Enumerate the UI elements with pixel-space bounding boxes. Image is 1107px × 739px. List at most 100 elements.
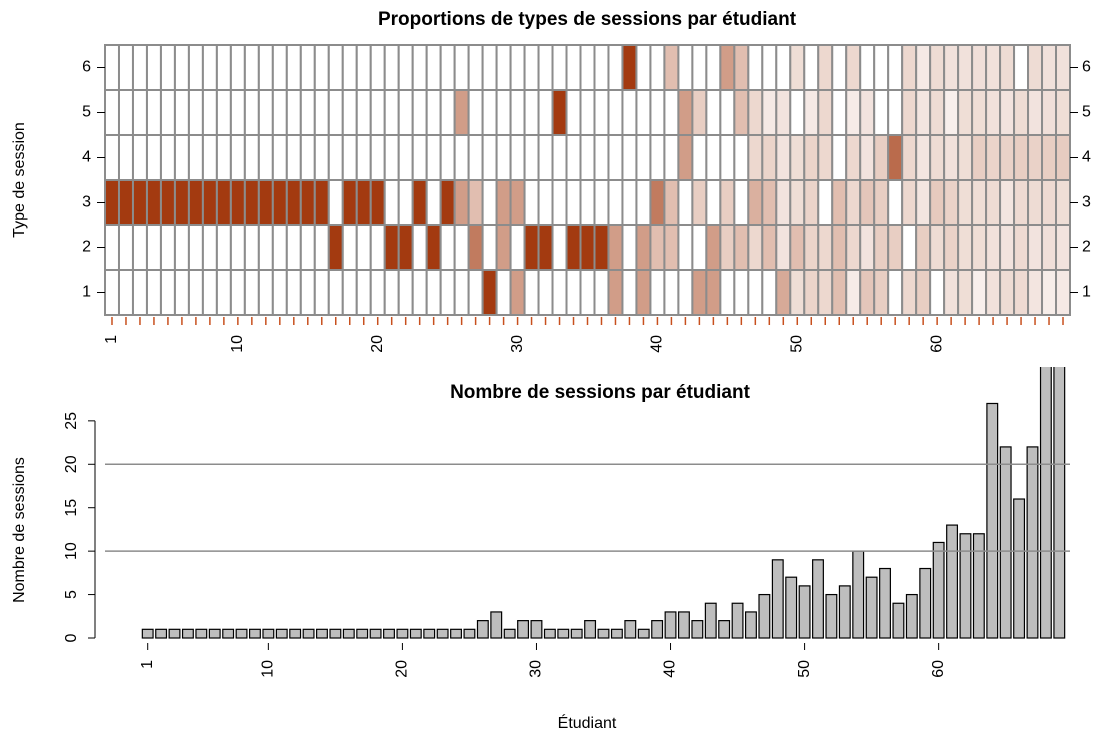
heat-cell <box>104 89 120 136</box>
heat-cell <box>187 269 204 316</box>
heat-cell <box>439 269 456 316</box>
heat-cell <box>369 44 386 91</box>
heat-cell <box>229 89 246 136</box>
heat-cell <box>677 269 694 316</box>
heat-cell <box>593 134 610 181</box>
heat-cell <box>341 89 358 136</box>
heat-cell <box>873 224 890 271</box>
heat-cell <box>747 269 764 316</box>
heat-cell <box>887 179 904 226</box>
heat-cell <box>789 269 806 316</box>
bar <box>838 585 851 639</box>
heat-cell <box>327 89 344 136</box>
heat-cell <box>229 224 246 271</box>
heat-cell <box>187 179 204 226</box>
heat-cell <box>173 44 190 91</box>
heat-cell <box>495 44 512 91</box>
heat-cell <box>411 89 428 136</box>
bar <box>530 620 543 639</box>
heat-cell <box>453 179 470 226</box>
bar <box>262 628 275 639</box>
heat-cell <box>201 179 218 226</box>
heat-cell <box>201 269 218 316</box>
heat-cell <box>579 134 596 181</box>
heat-cell <box>565 269 582 316</box>
heat-cell <box>845 134 862 181</box>
heat-cell <box>831 179 848 226</box>
bar <box>141 628 154 639</box>
heat-cell <box>1013 134 1030 181</box>
heat-cell <box>901 44 918 91</box>
heat-cell <box>411 224 428 271</box>
heat-cell <box>131 89 148 136</box>
heat-cell <box>271 134 288 181</box>
heat-cell <box>719 134 736 181</box>
heat-cell <box>509 224 526 271</box>
heat-cell <box>285 134 302 181</box>
heat-cell <box>803 179 820 226</box>
heat-cell <box>313 89 330 136</box>
heat-cell <box>635 89 652 136</box>
heat-cell <box>887 269 904 316</box>
heat-cell <box>299 224 316 271</box>
heat-cell <box>705 179 722 226</box>
heat-cell <box>117 269 134 316</box>
heat-cell <box>565 44 582 91</box>
heat-cell <box>999 44 1016 91</box>
heat-cell <box>467 134 484 181</box>
bar <box>208 628 221 639</box>
y-axis-label: Nombre de sessions <box>11 457 28 603</box>
bar <box>168 628 181 639</box>
heat-cell <box>929 44 946 91</box>
heat-cell <box>1041 224 1058 271</box>
x-tick-label: 10 <box>260 660 277 678</box>
heat-cell <box>1013 269 1030 316</box>
x-tick-label: 50 <box>789 335 806 353</box>
bar <box>986 402 999 639</box>
heat-cell <box>901 89 918 136</box>
heat-cell <box>957 89 974 136</box>
heat-cell <box>887 44 904 91</box>
heat-cell <box>845 269 862 316</box>
heat-cell <box>691 179 708 226</box>
heat-cell <box>789 89 806 136</box>
heat-cell <box>145 269 162 316</box>
heat-cell <box>495 89 512 136</box>
heat-cell <box>999 134 1016 181</box>
heat-cell <box>271 89 288 136</box>
bar <box>155 628 168 639</box>
bar <box>664 611 677 639</box>
heat-cell <box>411 179 428 226</box>
bar <box>423 628 436 639</box>
heat-cell <box>761 134 778 181</box>
x-tick-label: 40 <box>662 660 679 678</box>
heat-cell <box>929 179 946 226</box>
heat-cell <box>985 224 1002 271</box>
heat-cell <box>593 269 610 316</box>
heat-cell <box>789 134 806 181</box>
heat-cell <box>159 269 176 316</box>
heat-cell <box>747 44 764 91</box>
heat-cell <box>649 134 666 181</box>
heat-cell <box>341 134 358 181</box>
bar <box>610 628 623 639</box>
chart-title: Proportions de types de sessions par étu… <box>378 9 797 30</box>
heat-cell <box>523 134 540 181</box>
heat-cell <box>635 179 652 226</box>
heat-cell <box>537 89 554 136</box>
bar <box>959 533 972 639</box>
heat-cell <box>901 224 918 271</box>
heat-cell <box>439 179 456 226</box>
heat-cell <box>1041 134 1058 181</box>
heat-cell <box>1013 179 1030 226</box>
heat-cell <box>621 134 638 181</box>
heat-cell <box>299 134 316 181</box>
heat-cell <box>579 269 596 316</box>
heat-cell <box>1027 134 1044 181</box>
heat-cell <box>593 89 610 136</box>
heat-cell <box>425 224 442 271</box>
x-tick-label: 1 <box>139 660 156 669</box>
heat-cell <box>523 269 540 316</box>
heat-cell <box>831 44 848 91</box>
heat-cell <box>104 269 120 316</box>
